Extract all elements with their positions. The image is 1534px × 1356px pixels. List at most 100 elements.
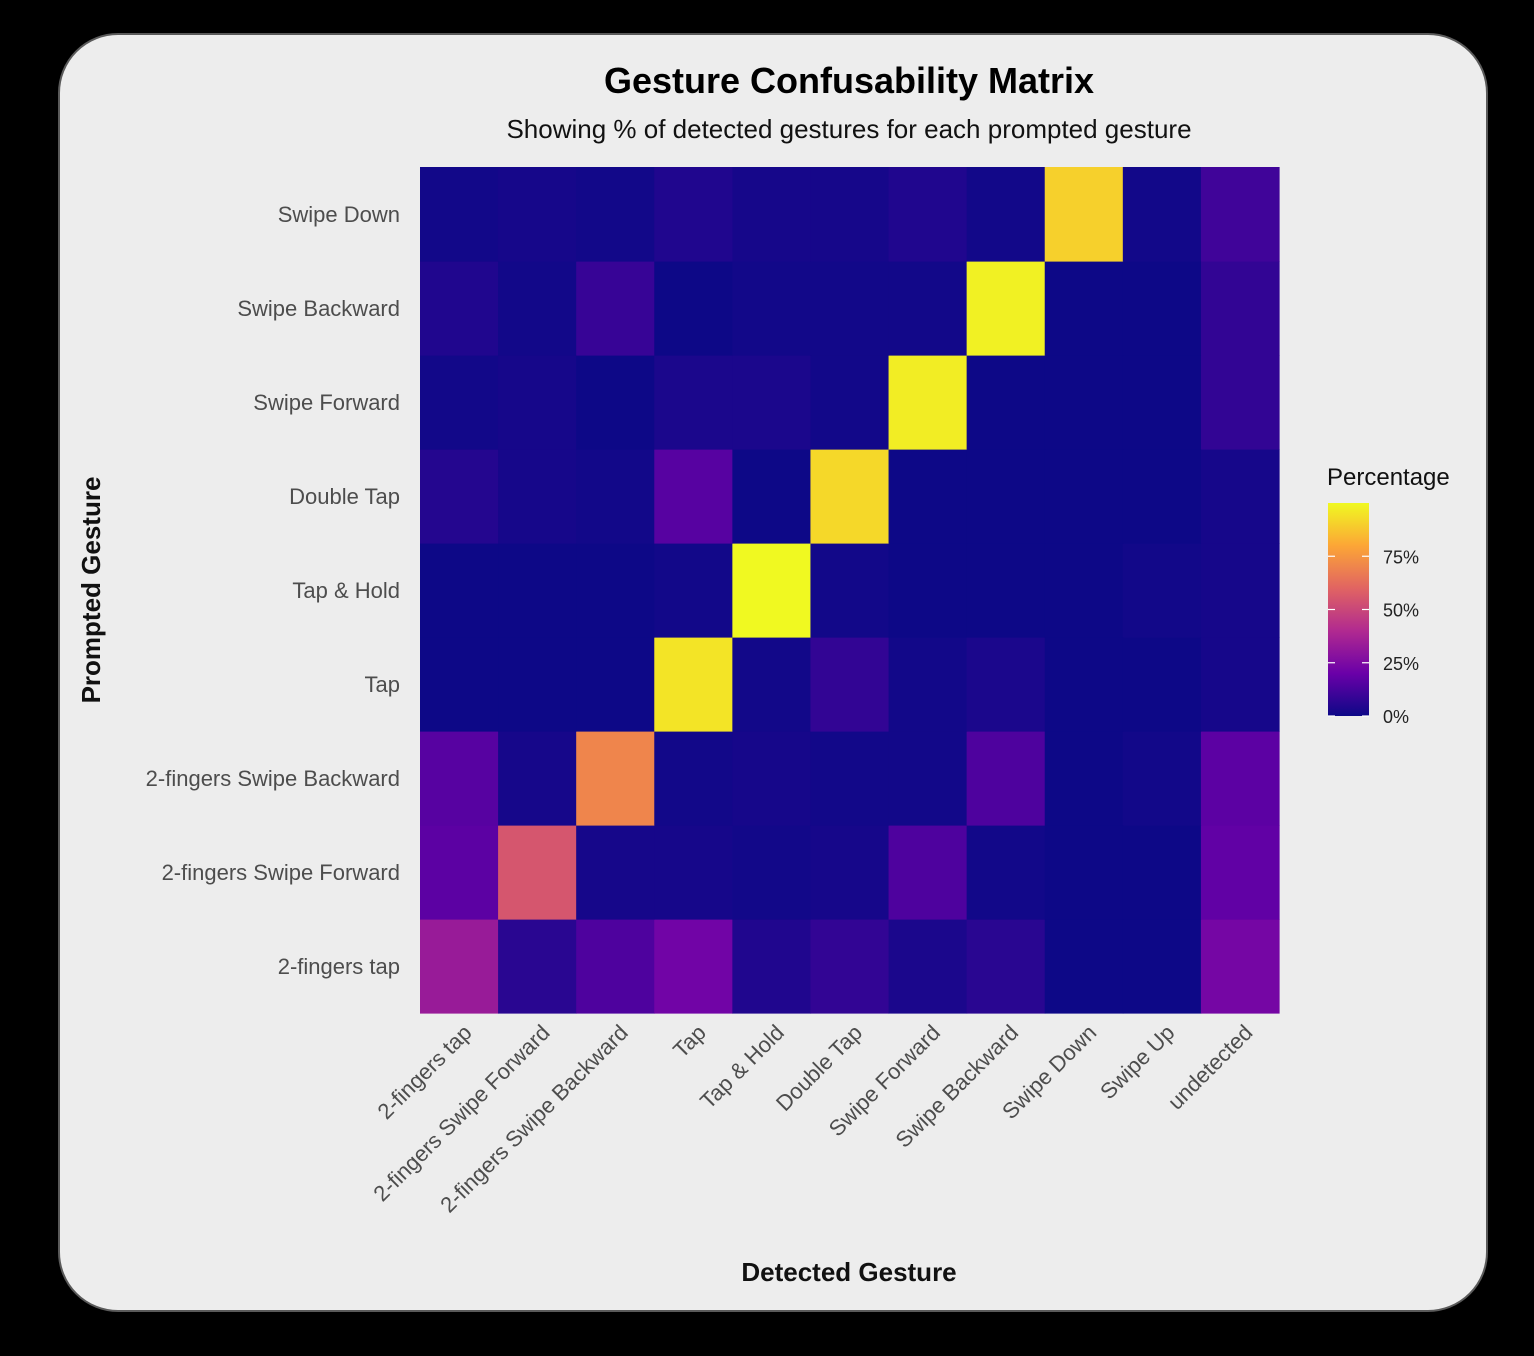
legend-tick-label: 0% — [1383, 707, 1409, 727]
heatmap-cell-tap-undetected — [1200, 637, 1280, 732]
heatmap-cell-double-tap-2-fingers-tap — [420, 449, 499, 544]
heatmap-cell-tap-and-hold-2-fingers-swipe-backward — [576, 543, 655, 638]
heatmap-cell-swipe-forward-2-fingers-swipe-forward — [498, 355, 577, 450]
heatmap-cell-swipe-down-swipe-backward — [966, 167, 1046, 262]
heatmap-cell-double-tap-tap-and-hold — [732, 449, 812, 544]
heatmap-cell-swipe-forward-swipe-up — [1122, 355, 1202, 450]
heatmap-cell-swipe-backward-2-fingers-swipe-forward — [498, 261, 577, 356]
heatmap-cell-2-fingers-tap-swipe-forward — [888, 919, 968, 1014]
heatmap-cell-swipe-down-swipe-down — [1044, 167, 1124, 262]
heatmap-cell-swipe-backward-2-fingers-tap — [420, 261, 499, 356]
heatmap-cell-swipe-down-swipe-forward — [888, 167, 968, 262]
heatmap-cell-2-fingers-swipe-forward-tap — [654, 825, 733, 920]
heatmap-cell-tap-and-hold-2-fingers-tap — [420, 543, 499, 638]
y-tick-label: Swipe Backward — [237, 296, 400, 321]
heatmap-cell-2-fingers-swipe-forward-swipe-up — [1122, 825, 1202, 920]
heatmap-cell-double-tap-double-tap — [810, 449, 890, 544]
heatmap-cell-2-fingers-tap-tap-and-hold — [732, 919, 812, 1014]
legend-title: Percentage — [1327, 464, 1450, 491]
legend: Percentage 0% 25% 50% 75% — [1327, 464, 1450, 727]
y-tick-label: 2-fingers Swipe Backward — [146, 766, 400, 791]
heatmap-cell-2-fingers-swipe-forward-2-fingers-swipe-backward — [576, 825, 655, 920]
heatmap-cell-double-tap-2-fingers-swipe-forward — [498, 449, 577, 544]
heatmap-cell-double-tap-swipe-forward — [888, 449, 968, 544]
heatmap-cell-2-fingers-swipe-backward-2-fingers-swipe-backward — [576, 731, 655, 826]
heatmap-cell-swipe-forward-double-tap — [810, 355, 890, 450]
heatmap-cell-tap-2-fingers-swipe-forward — [498, 637, 577, 732]
y-tick-label: Tap — [365, 672, 400, 697]
y-tick-label: Double Tap — [289, 484, 400, 509]
heatmap-cell-2-fingers-swipe-forward-swipe-down — [1044, 825, 1124, 920]
heatmap-cell-swipe-backward-2-fingers-swipe-backward — [576, 261, 655, 356]
heatmap-cell-swipe-backward-swipe-up — [1122, 261, 1202, 356]
heatmap-cell-swipe-forward-swipe-backward — [966, 355, 1046, 450]
heatmap-cell-2-fingers-swipe-backward-2-fingers-swipe-forward — [498, 731, 577, 826]
heatmap-cell-double-tap-swipe-up — [1122, 449, 1202, 544]
heatmap-cell-swipe-forward-undetected — [1200, 355, 1280, 450]
heatmap-cell-2-fingers-swipe-backward-swipe-down — [1044, 731, 1124, 826]
heatmap-cell-2-fingers-tap-swipe-down — [1044, 919, 1124, 1014]
heatmap-cell-2-fingers-swipe-forward-2-fingers-swipe-forward — [498, 825, 577, 920]
y-tick-label: Tap & Hold — [292, 578, 400, 603]
heatmap-cell-2-fingers-swipe-backward-swipe-forward — [888, 731, 968, 826]
heatmap-cell-2-fingers-tap-swipe-up — [1122, 919, 1202, 1014]
heatmap-cell-2-fingers-swipe-backward-double-tap — [810, 731, 890, 826]
heatmap-cells — [420, 167, 1280, 1014]
y-tick-label: Swipe Down — [278, 202, 400, 227]
heatmap-cell-2-fingers-tap-2-fingers-swipe-forward — [498, 919, 577, 1014]
heatmap-cell-tap-and-hold-swipe-backward — [966, 543, 1046, 638]
heatmap-cell-tap-and-hold-swipe-down — [1044, 543, 1124, 638]
heatmap-cell-double-tap-undetected — [1200, 449, 1280, 544]
heatmap-cell-swipe-down-2-fingers-swipe-backward — [576, 167, 655, 262]
heatmap-cell-swipe-down-2-fingers-swipe-forward — [498, 167, 577, 262]
chart-subtitle: Showing % of detected gestures for each … — [506, 114, 1191, 144]
heatmap-cell-tap-and-hold-tap-and-hold — [732, 543, 812, 638]
heatmap-cell-double-tap-swipe-down — [1044, 449, 1124, 544]
heatmap-cell-tap-tap — [654, 637, 733, 732]
x-tick-label: Tap — [668, 1020, 711, 1063]
heatmap-cell-tap-swipe-backward — [966, 637, 1046, 732]
heatmap-cell-tap-2-fingers-swipe-backward — [576, 637, 655, 732]
heatmap-cell-tap-swipe-forward — [888, 637, 968, 732]
heatmap-cell-double-tap-2-fingers-swipe-backward — [576, 449, 655, 544]
y-tick-label: 2-fingers Swipe Forward — [162, 860, 400, 885]
y-tick-label: Swipe Forward — [253, 390, 400, 415]
heatmap-cell-swipe-down-double-tap — [810, 167, 890, 262]
heatmap-cell-2-fingers-swipe-forward-swipe-backward — [966, 825, 1046, 920]
heatmap-cell-2-fingers-swipe-forward-swipe-forward — [888, 825, 968, 920]
heatmap-cell-swipe-forward-swipe-down — [1044, 355, 1124, 450]
y-axis-ticks: 2-fingers tap 2-fingers Swipe Forward 2-fi… — [146, 202, 400, 979]
heatmap-cell-swipe-down-swipe-up — [1122, 167, 1202, 262]
heatmap-cell-2-fingers-swipe-forward-2-fingers-tap — [420, 825, 499, 920]
heatmap-cell-swipe-backward-tap — [654, 261, 733, 356]
heatmap-cell-swipe-forward-2-fingers-swipe-backward — [576, 355, 655, 450]
heatmap-cell-2-fingers-swipe-forward-double-tap — [810, 825, 890, 920]
chart-title: Gesture Confusability Matrix — [604, 60, 1094, 101]
heatmap-cell-2-fingers-swipe-forward-tap-and-hold — [732, 825, 812, 920]
heatmap-cell-tap-and-hold-undetected — [1200, 543, 1280, 638]
legend-tick-label: 25% — [1383, 654, 1419, 674]
legend-tick-label: 50% — [1383, 601, 1419, 621]
heatmap-cell-tap-and-hold-swipe-up — [1122, 543, 1202, 638]
heatmap-cell-tap-swipe-down — [1044, 637, 1124, 732]
heatmap-cell-tap-and-hold-swipe-forward — [888, 543, 968, 638]
heatmap-cell-swipe-backward-swipe-backward — [966, 261, 1046, 356]
heatmap-cell-swipe-backward-tap-and-hold — [732, 261, 812, 356]
heatmap-cell-swipe-forward-tap — [654, 355, 733, 450]
x-tick-label: Swipe Up — [1095, 1020, 1179, 1104]
heatmap-cell-double-tap-swipe-backward — [966, 449, 1046, 544]
heatmap-cell-2-fingers-tap-swipe-backward — [966, 919, 1046, 1014]
heatmap-cell-2-fingers-tap-double-tap — [810, 919, 890, 1014]
heatmap-cell-swipe-backward-swipe-down — [1044, 261, 1124, 356]
heatmap-cell-double-tap-tap — [654, 449, 733, 544]
heatmap-cell-tap-swipe-up — [1122, 637, 1202, 732]
heatmap-cell-swipe-down-2-fingers-tap — [420, 167, 499, 262]
heatmap-cell-tap-tap-and-hold — [732, 637, 812, 732]
heatmap-cell-2-fingers-tap-undetected — [1200, 919, 1280, 1014]
heatmap-cell-swipe-down-tap-and-hold — [732, 167, 812, 262]
x-axis-title: Detected Gesture — [741, 1257, 956, 1287]
y-axis-title: Prompted Gesture — [76, 477, 106, 704]
heatmap-cell-2-fingers-tap-2-fingers-tap — [420, 919, 499, 1014]
